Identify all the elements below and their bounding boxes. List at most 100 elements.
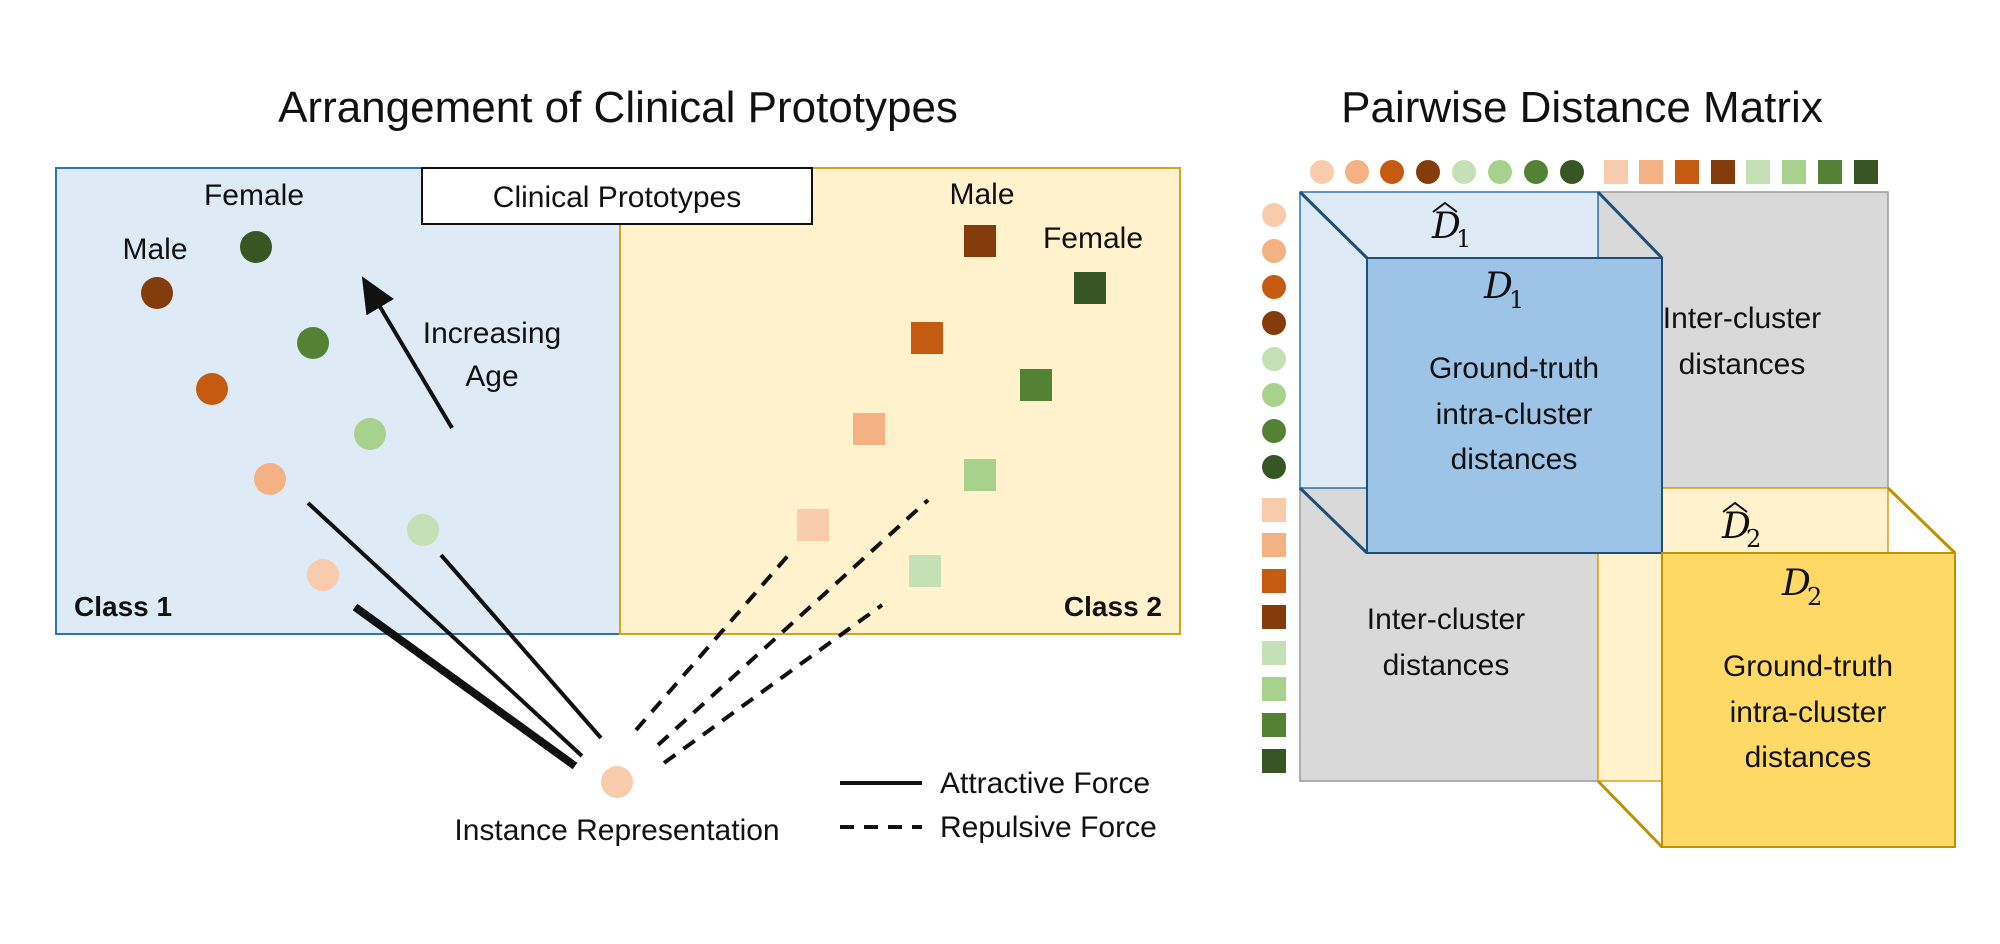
clinical-prototypes-label: Clinical Prototypes bbox=[493, 181, 741, 214]
matrix-left-markers bbox=[1262, 203, 1286, 773]
top-marker-circle bbox=[1452, 160, 1476, 184]
top-marker-circle bbox=[1380, 160, 1404, 184]
top-marker-square bbox=[1639, 160, 1663, 184]
d1-hat-subscript: 1 bbox=[1456, 225, 1471, 253]
left-marker-circle bbox=[1262, 455, 1286, 479]
top-marker-square bbox=[1854, 160, 1878, 184]
d2-text-line3: distances bbox=[1745, 741, 1872, 774]
d1-hat-letter: D bbox=[1431, 206, 1461, 247]
inter-cluster-bottom-line2: distances bbox=[1383, 649, 1510, 682]
attractive-force-line bbox=[306, 501, 584, 758]
attractive-force-line bbox=[352, 603, 578, 770]
top-marker-square bbox=[1746, 160, 1770, 184]
top-marker-square bbox=[1711, 160, 1735, 184]
class2-prototype-square bbox=[909, 555, 941, 587]
d2-text-line2: intra-cluster bbox=[1730, 696, 1887, 729]
class1-prototype-circle bbox=[196, 373, 228, 405]
d1-front-face bbox=[1366, 257, 1663, 554]
right-title: Pairwise Distance Matrix bbox=[1341, 83, 1823, 132]
left-marker-square bbox=[1262, 677, 1286, 701]
class2-prototype-square bbox=[911, 322, 943, 354]
d1-text-line3: distances bbox=[1451, 443, 1578, 476]
class2-prototype-square bbox=[964, 225, 996, 257]
top-marker-circle bbox=[1560, 160, 1584, 184]
class2-region bbox=[619, 167, 1181, 635]
d1-subscript: 1 bbox=[1509, 286, 1524, 314]
d1-text-line1: Ground-truth bbox=[1429, 352, 1599, 385]
top-marker-square bbox=[1604, 160, 1628, 184]
instance-representation-label: Instance Representation bbox=[454, 814, 779, 847]
repulsive-force-line bbox=[662, 603, 884, 765]
d2-letter: D bbox=[1781, 563, 1811, 604]
inter-cluster-top-line1: Inter-cluster bbox=[1663, 302, 1821, 335]
left-marker-circle bbox=[1262, 311, 1286, 335]
class1-prototype-circle bbox=[307, 559, 339, 591]
d1-edge bbox=[1596, 190, 1664, 260]
d1-edge bbox=[1298, 190, 1369, 260]
d2-subscript: 2 bbox=[1807, 583, 1822, 611]
left-marker-circle bbox=[1262, 239, 1286, 263]
left-marker-square bbox=[1262, 713, 1286, 737]
class2-female-label: Female bbox=[1043, 222, 1143, 255]
top-marker-circle bbox=[1310, 160, 1334, 184]
class1-prototype-circle bbox=[354, 418, 386, 450]
class2-prototype-square bbox=[1020, 369, 1052, 401]
left-marker-circle bbox=[1262, 203, 1286, 227]
d1-letter: D bbox=[1483, 266, 1513, 307]
class1-male-label: Male bbox=[122, 233, 187, 266]
class1-region bbox=[55, 167, 621, 635]
class1-female-label: Female bbox=[204, 179, 304, 212]
d2-hat-letter: D bbox=[1721, 506, 1751, 547]
increasing-age-label-line2: Age bbox=[465, 360, 518, 393]
legend-attractive-label: Attractive Force bbox=[940, 767, 1150, 800]
d2-text-line1: Ground-truth bbox=[1723, 650, 1893, 683]
top-marker-circle bbox=[1524, 160, 1548, 184]
class2-prototype-square bbox=[964, 459, 996, 491]
left-marker-circle bbox=[1262, 275, 1286, 299]
top-marker-circle bbox=[1345, 160, 1369, 184]
class1-prototype-circle bbox=[297, 327, 329, 359]
d2-front-face bbox=[1661, 552, 1956, 848]
d2-hat-caret bbox=[1722, 501, 1748, 513]
inter-cluster-bottom-line1: Inter-cluster bbox=[1367, 603, 1525, 636]
legend-repulsive-label: Repulsive Force bbox=[940, 811, 1157, 844]
d2-hat-subscript: 2 bbox=[1746, 525, 1761, 553]
left-marker-circle bbox=[1262, 383, 1286, 407]
d1-hat-caret bbox=[1432, 201, 1458, 213]
d2-edge bbox=[1596, 779, 1664, 849]
class1-prototype-circle bbox=[240, 231, 272, 263]
class2-prototype-square bbox=[1074, 272, 1106, 304]
top-marker-square bbox=[1675, 160, 1699, 184]
d1-edge bbox=[1298, 486, 1369, 555]
d1-text-line2: intra-cluster bbox=[1436, 398, 1593, 431]
left-marker-circle bbox=[1262, 347, 1286, 371]
left-marker-square bbox=[1262, 533, 1286, 557]
class1-prototype-circle bbox=[141, 277, 173, 309]
repulsive-force-line bbox=[634, 549, 794, 732]
left-title: Arrangement of Clinical Prototypes bbox=[278, 83, 958, 132]
top-marker-circle bbox=[1488, 160, 1512, 184]
repulsive-force-line bbox=[656, 498, 930, 747]
matrix-top-markers bbox=[1310, 160, 1878, 184]
attractive-force-line bbox=[439, 553, 603, 740]
top-marker-circle bbox=[1416, 160, 1440, 184]
increasing-age-arrow bbox=[361, 276, 454, 430]
d2-hat-label: D 2 bbox=[1721, 501, 1761, 553]
left-marker-square bbox=[1262, 641, 1286, 665]
left-marker-square bbox=[1262, 605, 1286, 629]
d2-edge bbox=[1886, 486, 1957, 555]
class2-prototype-square bbox=[853, 413, 885, 445]
class1-label: Class 1 bbox=[74, 591, 172, 622]
instance-representation-point bbox=[601, 766, 633, 798]
d1-hat-label: D 1 bbox=[1431, 201, 1471, 253]
clinical-prototypes-box bbox=[421, 167, 813, 225]
inter-cluster-top-line2: distances bbox=[1679, 348, 1806, 381]
class1-prototype-circle bbox=[254, 463, 286, 495]
top-marker-square bbox=[1782, 160, 1806, 184]
increasing-age-label-line1: Increasing bbox=[423, 317, 561, 350]
class2-male-label: Male bbox=[949, 178, 1014, 211]
top-marker-square bbox=[1818, 160, 1842, 184]
left-marker-circle bbox=[1262, 419, 1286, 443]
class2-prototype-square bbox=[797, 509, 829, 541]
